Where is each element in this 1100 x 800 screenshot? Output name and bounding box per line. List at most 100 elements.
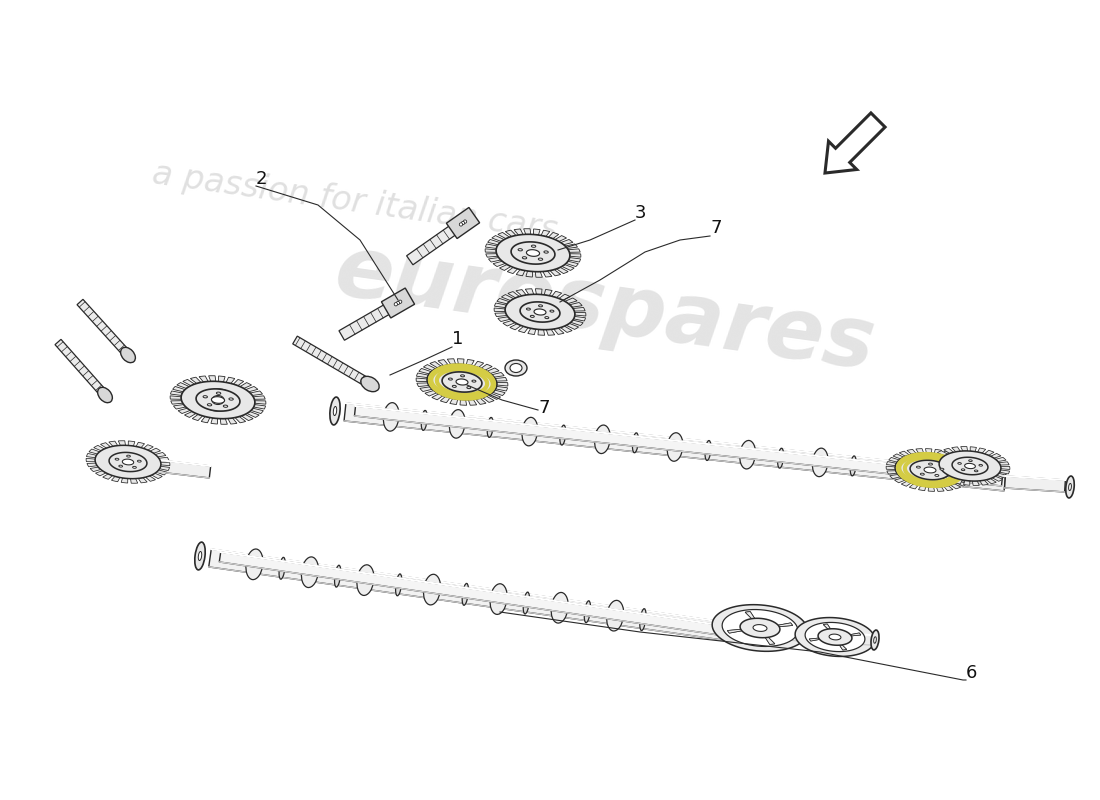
Polygon shape: [502, 294, 514, 301]
Polygon shape: [174, 405, 186, 409]
Polygon shape: [1004, 476, 1066, 492]
Polygon shape: [520, 302, 560, 322]
Polygon shape: [155, 453, 166, 457]
Polygon shape: [96, 470, 106, 476]
Polygon shape: [825, 113, 886, 173]
Polygon shape: [495, 378, 507, 381]
Polygon shape: [235, 417, 245, 422]
Polygon shape: [969, 460, 972, 462]
Polygon shape: [498, 233, 509, 238]
Polygon shape: [901, 481, 911, 486]
Polygon shape: [850, 633, 861, 636]
Polygon shape: [492, 235, 504, 242]
Polygon shape: [204, 396, 208, 398]
Polygon shape: [552, 291, 562, 298]
Polygon shape: [119, 441, 125, 446]
Polygon shape: [219, 376, 225, 382]
Polygon shape: [448, 358, 455, 365]
Polygon shape: [133, 466, 136, 468]
Ellipse shape: [487, 418, 493, 438]
Polygon shape: [939, 451, 1001, 481]
Polygon shape: [102, 474, 112, 479]
Polygon shape: [530, 315, 535, 318]
Polygon shape: [959, 462, 970, 466]
Polygon shape: [452, 386, 456, 387]
Polygon shape: [975, 470, 978, 472]
Polygon shape: [987, 478, 997, 484]
Polygon shape: [427, 364, 497, 400]
Polygon shape: [121, 478, 128, 483]
Polygon shape: [469, 399, 476, 406]
Polygon shape: [559, 294, 570, 300]
Polygon shape: [899, 451, 910, 456]
Polygon shape: [531, 245, 536, 247]
Polygon shape: [119, 465, 122, 467]
Polygon shape: [996, 458, 1006, 462]
Polygon shape: [795, 618, 874, 657]
Polygon shape: [497, 298, 509, 304]
Text: 1: 1: [452, 330, 463, 348]
Polygon shape: [417, 383, 429, 386]
Polygon shape: [495, 313, 507, 317]
Text: 6: 6: [966, 664, 978, 682]
Ellipse shape: [212, 395, 224, 405]
Polygon shape: [839, 645, 847, 650]
Polygon shape: [950, 484, 960, 489]
Polygon shape: [961, 469, 965, 470]
Polygon shape: [556, 235, 566, 242]
Polygon shape: [527, 250, 540, 256]
Polygon shape: [992, 476, 1003, 482]
Polygon shape: [745, 611, 755, 618]
Polygon shape: [955, 458, 966, 462]
Polygon shape: [893, 454, 904, 459]
Polygon shape: [1000, 470, 1010, 474]
Polygon shape: [100, 442, 110, 448]
Circle shape: [460, 222, 463, 226]
Ellipse shape: [505, 360, 527, 376]
Polygon shape: [170, 391, 183, 395]
Ellipse shape: [334, 566, 341, 587]
Polygon shape: [253, 396, 265, 399]
Polygon shape: [344, 403, 1005, 491]
Polygon shape: [508, 291, 519, 298]
Polygon shape: [972, 481, 979, 486]
Ellipse shape: [245, 549, 263, 580]
Polygon shape: [488, 258, 501, 262]
Polygon shape: [487, 368, 499, 374]
Polygon shape: [476, 398, 486, 404]
Polygon shape: [764, 623, 840, 646]
Ellipse shape: [705, 441, 711, 461]
Polygon shape: [539, 305, 542, 307]
Polygon shape: [461, 375, 464, 377]
Ellipse shape: [510, 363, 522, 373]
Polygon shape: [526, 271, 532, 277]
Polygon shape: [417, 373, 428, 378]
Polygon shape: [507, 267, 518, 274]
Polygon shape: [928, 486, 935, 491]
Ellipse shape: [279, 558, 285, 579]
Polygon shape: [201, 417, 210, 422]
Polygon shape: [978, 448, 986, 453]
Polygon shape: [86, 458, 96, 462]
Text: 2: 2: [256, 170, 267, 188]
Polygon shape: [420, 387, 432, 391]
Polygon shape: [516, 290, 526, 296]
Polygon shape: [527, 308, 530, 310]
Polygon shape: [544, 317, 549, 318]
Polygon shape: [889, 458, 899, 462]
Polygon shape: [131, 478, 138, 483]
Polygon shape: [156, 470, 167, 475]
Polygon shape: [87, 463, 97, 466]
Polygon shape: [111, 476, 120, 482]
Ellipse shape: [462, 583, 469, 606]
Polygon shape: [497, 382, 508, 386]
Polygon shape: [745, 611, 755, 618]
Polygon shape: [557, 267, 569, 274]
Polygon shape: [496, 234, 570, 272]
Polygon shape: [534, 229, 540, 235]
Polygon shape: [209, 549, 767, 646]
Polygon shape: [541, 230, 550, 237]
Polygon shape: [543, 271, 552, 277]
Polygon shape: [217, 392, 221, 394]
Polygon shape: [505, 294, 575, 330]
